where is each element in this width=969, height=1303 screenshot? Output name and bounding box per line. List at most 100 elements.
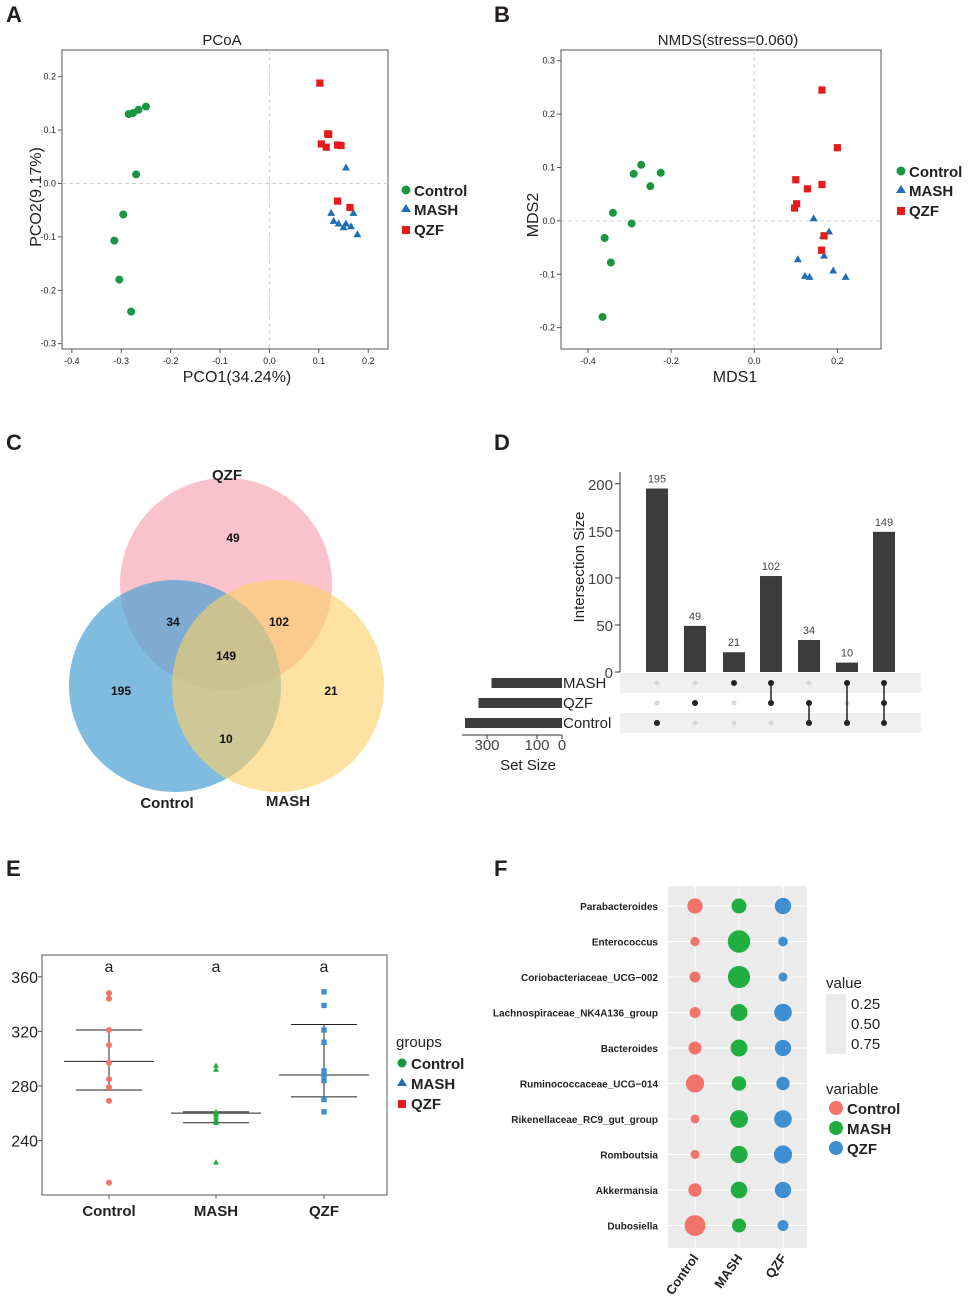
data-point-control xyxy=(106,1042,112,1048)
data-point-qzf xyxy=(790,204,799,212)
data-point-control xyxy=(134,105,143,114)
data-point-control xyxy=(106,995,112,1002)
panel-label-d: D xyxy=(494,430,510,455)
data-point-qzf xyxy=(321,989,327,995)
data-point-qzf xyxy=(820,232,828,240)
data-point-mash xyxy=(213,1114,219,1120)
size-legend-item: 0.50 xyxy=(851,1016,880,1033)
panel-label-a: A xyxy=(6,2,22,27)
bubble-mash xyxy=(731,1076,747,1091)
pcoa-x-axis-label: PCO1(34.24%) xyxy=(183,369,292,386)
data-point-control xyxy=(606,258,615,267)
data-point-mash xyxy=(820,251,829,259)
legend-mash-marker xyxy=(401,204,411,212)
matrix-dot-inactive xyxy=(654,700,660,706)
x-tick-label: 0.1 xyxy=(313,356,326,366)
bubble-qzf xyxy=(774,1110,792,1128)
legend-control-marker xyxy=(896,166,906,176)
data-point-mash xyxy=(329,216,338,224)
genus-label: Parabacteroides xyxy=(580,902,658,913)
legend-control-label: Control xyxy=(909,164,962,181)
significance-letter: a xyxy=(320,959,329,976)
panel-a-pcoa: PCoA PCO1(34.24%) PCO2(9.17%) -0.4 -0.3 -0… xyxy=(28,32,467,386)
set-size-bar xyxy=(478,698,562,708)
pcoa-y-axis-label: PCO2(9.17%) xyxy=(28,147,45,247)
panel-f-bubble: Parabacteroides Enterococcus Coriobacteria… xyxy=(493,886,900,1298)
panel-label-e: E xyxy=(6,856,21,881)
x-tick-label: -0.2 xyxy=(163,356,179,366)
legend-qzf-label: QZF xyxy=(414,222,444,239)
bubble-mash xyxy=(730,1110,748,1128)
nmds-legend: Control MASH QZF xyxy=(896,164,962,220)
bubble-qzf xyxy=(776,1076,790,1091)
y-tick-label: 0.1 xyxy=(542,162,555,172)
legend-mash-label: MASH xyxy=(909,183,953,200)
size-legend-key xyxy=(826,994,846,1054)
x-tick-label: 0.0 xyxy=(263,356,276,366)
bubble-control xyxy=(689,1007,701,1018)
data-point-control xyxy=(141,102,150,111)
intersection-bar-value: 49 xyxy=(689,611,701,623)
pcoa-plot-frame xyxy=(61,49,389,350)
data-point-mash xyxy=(213,1066,219,1072)
y-tick-label: 280 xyxy=(11,1079,38,1096)
genus-label: Dubosiella xyxy=(607,1222,658,1233)
legend-mash-label: MASH xyxy=(414,202,458,219)
legend-qzf-label: QZF xyxy=(411,1096,441,1113)
set-name-label: MASH xyxy=(563,675,606,692)
set-size-tick-label: 100 xyxy=(524,737,549,754)
data-point-control xyxy=(600,233,609,242)
x-tick-label: 0.2 xyxy=(831,356,844,366)
data-point-control xyxy=(656,168,665,177)
nmds-plot-frame xyxy=(560,49,882,350)
venn-count-control-only: 195 xyxy=(111,684,131,698)
legend-mash-label: MASH xyxy=(411,1076,455,1093)
legend-qzf-label: QZF xyxy=(847,1141,877,1158)
matrix-dot-inactive xyxy=(692,720,698,726)
set-name-label: QZF xyxy=(563,695,593,712)
data-point-control xyxy=(608,208,617,217)
matrix-dot-active xyxy=(654,720,660,726)
nmds-y-axis-label: MDS2 xyxy=(525,193,542,238)
venn-circle-mash xyxy=(172,580,384,792)
data-point-control xyxy=(110,236,119,245)
data-point-control xyxy=(598,312,607,321)
matrix-dot-inactive xyxy=(806,680,812,686)
data-point-qzf xyxy=(793,200,801,208)
pcoa-legend: Control MASH QZF xyxy=(401,183,467,239)
upset-y-axis-label: Intersection Size xyxy=(571,512,588,623)
intersection-bar-value: 149 xyxy=(875,517,893,529)
color-legend-title: variable xyxy=(826,1081,879,1098)
data-point-qzf xyxy=(792,176,800,184)
x-category-label: Control xyxy=(82,1203,135,1220)
legend-control-label: Control xyxy=(847,1101,900,1118)
upset-y-tick-label: 100 xyxy=(588,571,613,588)
legend-qzf-label: QZF xyxy=(909,203,939,220)
venn-count-qzf-control: 34 xyxy=(166,615,180,629)
bubble-qzf xyxy=(773,1145,793,1164)
data-point-control xyxy=(115,275,124,284)
bubble-qzf xyxy=(778,936,788,947)
data-point-mash xyxy=(346,222,355,230)
x-tick-label: -0.4 xyxy=(64,356,80,366)
venn-count-qzf-only: 49 xyxy=(226,531,240,545)
bubble-control xyxy=(689,971,701,983)
data-point-control xyxy=(106,1097,112,1104)
genus-label: Akkermansia xyxy=(596,1186,659,1197)
intersection-bar xyxy=(646,488,668,672)
alpha-legend: groups Control MASH QZF xyxy=(396,1034,464,1113)
data-point-control xyxy=(106,1076,112,1083)
data-point-qzf xyxy=(317,140,325,148)
data-point-mash xyxy=(213,1062,219,1068)
genus-label: Bacteroides xyxy=(601,1044,659,1055)
nmds-x-axis-label: MDS1 xyxy=(713,369,758,386)
upset-y-tick-label: 200 xyxy=(588,477,613,494)
data-point-qzf xyxy=(321,1077,327,1084)
data-point-qzf xyxy=(803,185,812,193)
data-point-qzf xyxy=(321,1027,327,1033)
upset-y-tick-label: 150 xyxy=(588,524,613,541)
bubble-mash xyxy=(731,898,747,914)
matrix-dot-active xyxy=(692,700,698,706)
size-legend-title: value xyxy=(826,975,862,992)
